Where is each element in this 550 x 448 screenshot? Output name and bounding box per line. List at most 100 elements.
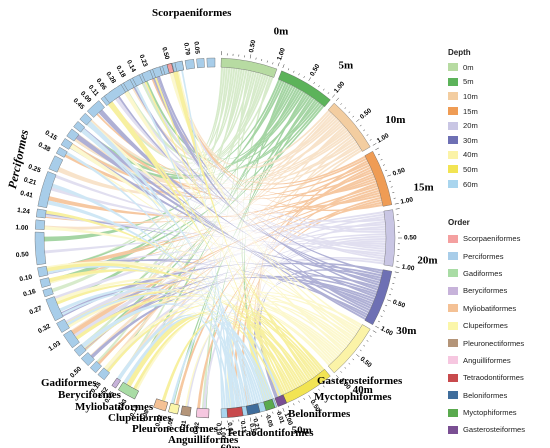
tick-mark (293, 403, 295, 406)
tick-mark (308, 77, 311, 81)
ribbon-10m-16 (74, 136, 356, 189)
order-tick-label: 0.01 (275, 411, 286, 425)
ticks-depth-0m (221, 51, 280, 67)
sector-pleuronectiformes (180, 405, 192, 417)
tick-mark (266, 60, 268, 63)
sector-perciformes-segment (80, 352, 95, 367)
order-tick-label: 0.19 (215, 423, 222, 436)
tick-mark (272, 411, 274, 414)
tick-mark (313, 82, 315, 84)
depth-label-20m: 20m (417, 255, 437, 267)
tick-mark (380, 159, 383, 161)
sector-perciformes-segment (132, 74, 144, 87)
tick-label: 0.50 (392, 299, 407, 310)
depth-legend-item: 5m (448, 75, 478, 90)
ribbon-5m-10 (77, 89, 303, 178)
sector-perciformes-segment (73, 344, 87, 357)
perciformes-tick-label: 0.18 (115, 65, 127, 80)
sector-depth-15m (364, 151, 393, 207)
order-legend-swatch (448, 252, 458, 261)
tick-mark (266, 413, 268, 416)
order-legend-title: Order (448, 218, 470, 227)
order-legend-swatch (448, 425, 458, 434)
tick-label: 0.50 (248, 423, 257, 437)
depth-label-50m: 50m (292, 425, 312, 437)
sector-clupeiformes (168, 402, 180, 415)
perciformes-tick-label: 0.16 (22, 288, 37, 298)
depth-label-30m: 30m (396, 325, 416, 337)
tick-mark (287, 68, 290, 71)
depth-legend-label: 30m (463, 135, 478, 145)
ribbon-50m-16 (133, 313, 292, 392)
perciformes-tick-label: 0.32 (37, 323, 52, 335)
perciformes-tick-label: 0.50 (16, 251, 30, 259)
sector-perciformes-segment (184, 59, 195, 70)
order-legend-item: Myctophiformes (448, 404, 525, 421)
tick-mark (340, 371, 343, 373)
sector-perciformes-segment (34, 231, 47, 266)
order-label-beloniformes: Beloniformes (288, 408, 351, 420)
sector-perciformes-segment (39, 277, 51, 288)
depth-legend-item: 60m (448, 177, 478, 192)
order-legend-label: Perciformes (463, 251, 504, 261)
order-legend-label: Pleuronectiformes (463, 338, 525, 348)
sector-depth-0m (220, 57, 278, 78)
order-legend-label: Scorpaeniformes (463, 234, 521, 244)
sector-layer (34, 51, 402, 425)
sector-perciformes-segment (60, 138, 73, 150)
sector-tetraodontiformes (226, 406, 244, 418)
ribbon-50m-20 (154, 77, 283, 396)
perciformes-tick-label: 0.10 (19, 274, 33, 284)
tick-mark (356, 118, 360, 122)
depth-legend-label: 15m (463, 106, 478, 116)
ticks-depth-5m (282, 64, 336, 98)
sector-perciformes-segment (56, 318, 70, 333)
order-legend-item: Beloniformes (448, 387, 525, 404)
tick-mark (318, 388, 320, 391)
perciformes-tick-label: 0.15 (44, 129, 59, 142)
tick-mark (344, 367, 347, 369)
order-legend-swatch (448, 373, 458, 382)
tick-mark (389, 180, 392, 182)
ribbon-5m-11 (80, 91, 305, 177)
tick-mark (348, 111, 351, 114)
order-legend-item: Gadiformes (448, 265, 525, 282)
tick-mark (340, 103, 343, 105)
tick-mark (366, 134, 369, 136)
ticks-depth-30m (375, 271, 399, 329)
ribbon-60m-19 (224, 319, 282, 409)
order-legend-swatch (448, 269, 458, 278)
tick-mark (272, 62, 274, 65)
tick-mark (377, 320, 380, 323)
perciformes-tick-label: 0.28 (104, 71, 117, 86)
tick-mark (293, 70, 295, 73)
sector-perciformes-segment (123, 79, 135, 92)
depth-legend-swatch (448, 121, 458, 130)
tick-mark (375, 325, 379, 329)
tick-label: 1.00 (376, 132, 391, 145)
sector-perciformes-segment (86, 100, 105, 118)
tick-mark (249, 417, 252, 422)
ribbon-5m-9 (74, 88, 301, 180)
tick-mark (395, 266, 400, 268)
depth-label-15m: 15m (414, 181, 434, 193)
tick-mark (303, 397, 305, 400)
tick-label: 1.00 (400, 196, 414, 205)
sector-perciformes-segment (89, 360, 102, 374)
depth-legend-label: 0m (463, 62, 474, 72)
perciformes-tick-label: 0.21 (23, 176, 38, 187)
depth-legend-item: 50m (448, 162, 478, 177)
order-legend-label: Tetraodontiformes (463, 373, 524, 383)
order-tick-label: 0.02 (154, 413, 164, 427)
tick-mark (387, 299, 392, 302)
ribbon-40m-16 (103, 300, 339, 370)
perciformes-tick-label: 1.00 (15, 224, 29, 232)
order-label-anguilliformes: Anguilliformes (168, 434, 239, 446)
tick-mark (382, 164, 385, 166)
depth-legend-label: 20m (463, 121, 478, 131)
depth-label-0m: 0m (274, 25, 289, 37)
sector-depth-40m (327, 324, 371, 374)
sector-perciformes-segment (103, 84, 126, 104)
sector-perciformes-segment (48, 155, 64, 173)
depth-legend-swatch (448, 136, 458, 145)
